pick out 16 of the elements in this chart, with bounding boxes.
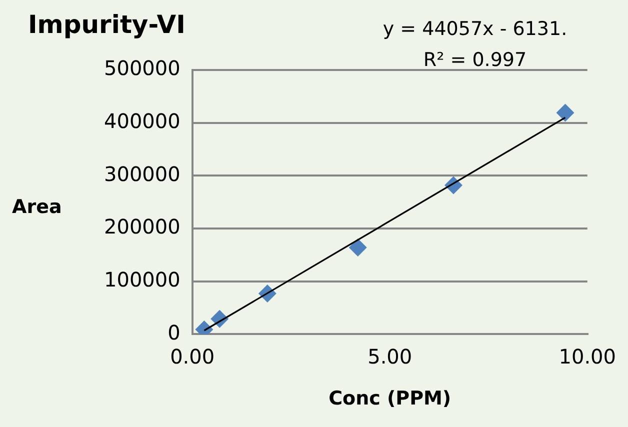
point xyxy=(348,238,367,257)
annotation: R² = 0.997 xyxy=(422,48,528,73)
y-tick-label: 500000 xyxy=(104,56,180,80)
point xyxy=(556,104,574,122)
y-tick-label: 0 xyxy=(168,320,180,344)
y-tick-label: 200000 xyxy=(104,214,180,239)
text: y = 44057x - 6131. xyxy=(382,17,568,42)
y-axis-title: Area xyxy=(12,196,62,218)
y-tick-label: 400000 xyxy=(104,109,180,134)
y-tick-label: 100000 xyxy=(104,268,180,292)
chart-title: Impurity-VI xyxy=(28,10,186,39)
x-axis-title: Conc (PPM) xyxy=(328,388,452,410)
y-tick-label: 300000 xyxy=(104,162,180,186)
x-tick-label: 5.00 xyxy=(368,344,412,368)
x-tick-label: 0.00 xyxy=(170,344,215,368)
x-tick-label: 10.00 xyxy=(558,344,616,368)
